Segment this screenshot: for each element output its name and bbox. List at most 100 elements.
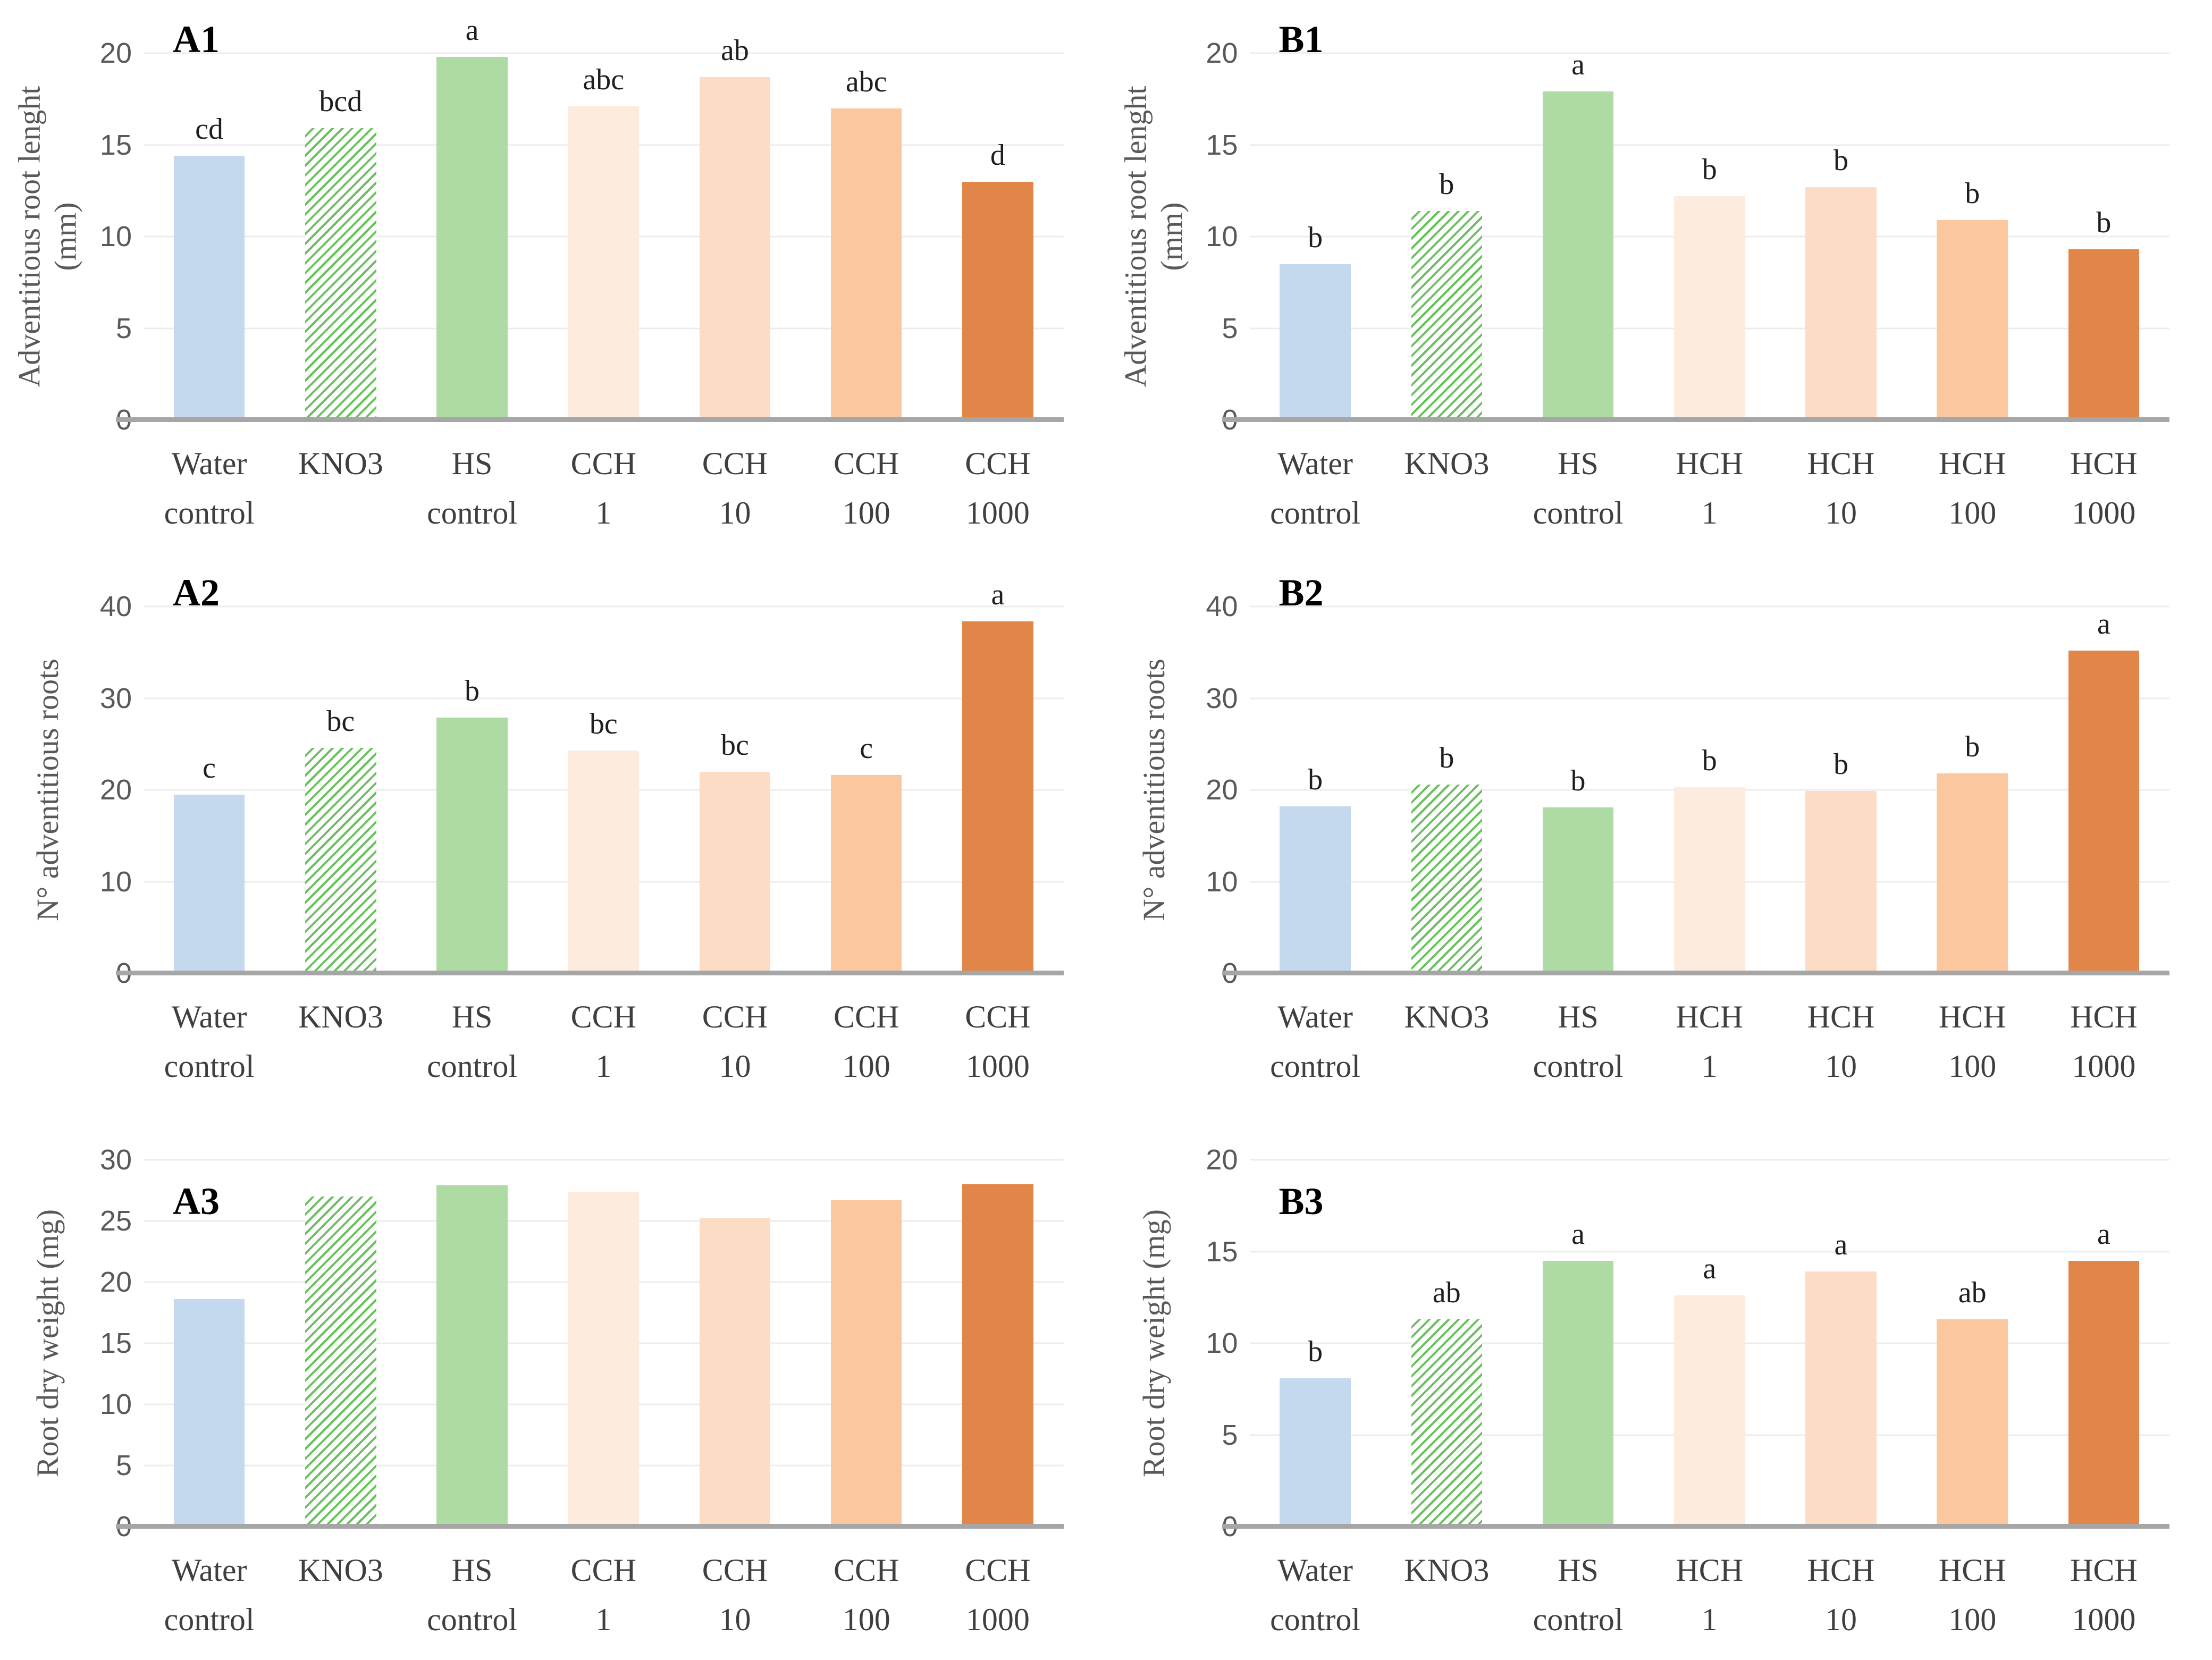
y-tick-label: 20 [99, 774, 132, 806]
bar-kno3 [305, 1196, 376, 1527]
y-axis-ticks: 05101520 [90, 39, 144, 434]
bars [144, 1160, 1064, 1527]
x-category-label: CCH 1 [570, 999, 636, 1084]
x-category-label: HCH 1000 [2070, 1553, 2138, 1637]
bar-slot: a [1512, 1160, 1644, 1527]
x-category-label: KNO3 [1404, 1553, 1490, 1588]
significance-letter: b [1833, 747, 1848, 781]
y-tick-label: 40 [99, 591, 132, 622]
y-axis-title: Adventitious root lenght (mm) [12, 86, 83, 387]
x-category-label: Water control [1270, 446, 1361, 530]
bar-slot [538, 1160, 669, 1527]
bar-slot: a [932, 580, 1063, 973]
bars: b ab a a a ab a [1250, 1160, 2170, 1527]
panel-label: A3 [173, 1180, 220, 1223]
y-tick-label: 40 [1206, 591, 1238, 622]
y-axis-title-wrap: N° adventitious roots [1112, 606, 1197, 973]
significance-letter: a [991, 578, 1005, 611]
plot-area: A2 c bc b bc bc c a [116, 574, 1064, 975]
bar-slot: b [1644, 53, 1775, 420]
x-category-label: KNO3 [298, 999, 383, 1034]
bar-t1 [1674, 1295, 1745, 1527]
x-category-label: HCH 1000 [2070, 446, 2138, 530]
bar-slot: b [2038, 53, 2169, 420]
y-axis-ticks: 010203040 [1197, 592, 1250, 988]
significance-letter: a [1571, 48, 1585, 82]
significance-letter: a [2097, 607, 2110, 641]
y-tick-label: 10 [1206, 221, 1238, 252]
panel-label: B1 [1279, 18, 1324, 61]
bar-hs [436, 1185, 508, 1527]
x-category-label: CCH 1000 [965, 446, 1031, 530]
significance-letter: bc [721, 728, 749, 762]
bar-t1 [1674, 196, 1745, 420]
significance-letter: c [203, 751, 216, 785]
bar-t1000 [2068, 650, 2140, 973]
x-category-label: HCH 1 [1676, 446, 1744, 530]
y-tick-label: 10 [1206, 1327, 1238, 1359]
bar-water [1280, 1378, 1351, 1527]
x-category-label: Water control [1270, 999, 1361, 1084]
y-tick-label: 30 [99, 682, 132, 714]
bar-slot [144, 1160, 275, 1527]
bar-t100 [830, 108, 902, 420]
y-tick-label: 10 [99, 221, 132, 252]
y-tick-label: 5 [1222, 312, 1238, 344]
x-category-label: KNO3 [1404, 999, 1490, 1034]
gridline [144, 697, 1064, 699]
gridline [1249, 697, 2169, 699]
bar-slot [669, 1160, 801, 1527]
significance-letter: abc [583, 63, 625, 97]
significance-letter: b [1308, 221, 1323, 254]
plot-area: A1 cd bcd a abc ab abc d [116, 15, 1064, 422]
bar-slot: b [1907, 53, 2038, 420]
panel-label: B3 [1279, 1180, 1324, 1223]
x-axis-baseline [1222, 1524, 2169, 1529]
bar-slot: a [1512, 48, 1644, 420]
x-axis-labels: Water control KNO3 HS control CCH 1 CCH 10 CCH 100… [144, 1546, 1064, 1660]
plot-area: B1 b b a b b b b [1222, 20, 2169, 422]
bar-slot: c [801, 606, 932, 973]
bar-slot: b [1644, 606, 1775, 973]
x-category-label: HS control [427, 999, 518, 1084]
bar-slot: cd [144, 53, 275, 420]
x-category-label: KNO3 [298, 446, 383, 481]
panel-label: A2 [173, 571, 220, 614]
significance-letter: ab [1432, 1276, 1461, 1310]
bar-slot: abc [801, 53, 932, 420]
bar-t1000 [962, 1184, 1033, 1527]
bar-t100 [1937, 773, 2008, 973]
y-tick-label: 5 [115, 312, 132, 344]
y-tick-label: 20 [99, 1266, 132, 1298]
y-axis-ticks: 05101520 [1197, 39, 1250, 434]
bar-slot: b [1381, 606, 1512, 973]
bar-hs [1542, 807, 1614, 973]
significance-letter: a [1703, 1252, 1717, 1286]
x-category-label: HS control [1533, 1553, 1624, 1637]
x-category-label: CCH 1000 [965, 999, 1031, 1084]
significance-letter: bc [589, 707, 618, 740]
significance-letter: b [465, 674, 480, 707]
bar-slot: a [1644, 1160, 1775, 1527]
bar-t1 [568, 750, 639, 973]
bar-slot: ab [1907, 1160, 2038, 1527]
bar-water [173, 794, 245, 973]
y-tick-label: 15 [99, 1327, 132, 1359]
x-axis-labels: Water control KNO3 HS control HCH 1 HCH 10 HCH 100… [1250, 1546, 2170, 1660]
chart-a3: Root dry weight (mg) 051015202530 A3 Wat… [0, 1107, 1106, 1660]
x-category-label: HCH 100 [1938, 999, 2006, 1084]
chart-a1: Adventitious root lenght (mm) 05101520 A… [0, 0, 1106, 553]
bar-slot: b [1250, 1160, 1381, 1527]
x-category-label: CCH 100 [834, 1553, 899, 1637]
bar-slot: bc [669, 606, 801, 973]
bar-slot: b [1381, 53, 1512, 420]
y-tick-label: 20 [1206, 1144, 1238, 1176]
significance-letter: b [1308, 1335, 1323, 1368]
bar-water [1280, 806, 1351, 973]
x-axis-baseline [116, 417, 1064, 422]
x-category-label: HS control [1533, 999, 1624, 1084]
significance-letter: a [1571, 1217, 1585, 1251]
bar-slot: bc [538, 606, 669, 973]
bar-t1 [1674, 787, 1745, 973]
significance-letter: b [1965, 730, 1980, 763]
